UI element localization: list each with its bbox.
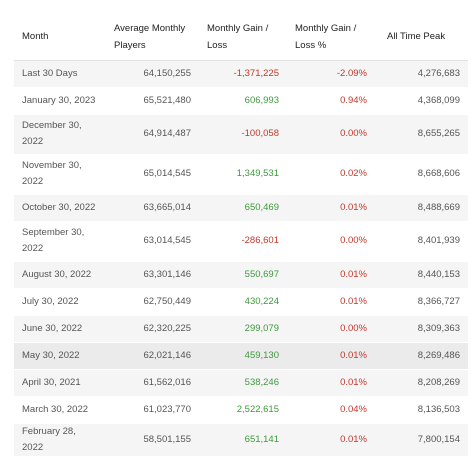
column-header-monthly-gain-loss: Monthly Gain / Loss [199,14,287,61]
table-row: October 30, 2022 63,665,014 650,469 0.01% 8,… [14,194,468,222]
month-cell: July 30, 2022 [14,288,106,316]
gain-loss-cell: 550,697 [199,261,287,289]
stats-page: Month Average Monthly Players Monthly Ga… [14,14,468,457]
table-row: June 30, 2022 62,320,225 299,079 0.00% 8,309… [14,315,468,344]
gain-loss-percent-cell: 0.01% [287,288,375,316]
all-time-peak-cell: 8,309,363 [375,315,468,344]
month-cell: August 30, 2022 [14,261,106,289]
table-row: Last 30 Days 64,150,255 -1,371,225 -2.09% 4,… [14,60,468,88]
gain-loss-cell: 430,224 [199,288,287,316]
month-cell: February 28, 2022 [14,423,106,457]
month-cell: October 30, 2022 [14,194,106,222]
average-players-cell: 61,023,770 [106,396,199,425]
gain-loss-cell: 299,079 [199,315,287,344]
gain-loss-cell: 651,141 [199,423,287,457]
table-row: November 30, 2022 65,014,545 1,349,531 0.02… [14,154,468,195]
all-time-peak-cell: 8,366,727 [375,288,468,316]
gain-loss-percent-cell: 0.00% [287,114,375,155]
gain-loss-cell: 606,993 [199,87,287,115]
all-time-peak-cell: 8,668,606 [375,154,468,195]
table-header-row: Month Average Monthly Players Monthly Ga… [14,14,468,61]
all-time-peak-cell: 8,440,153 [375,261,468,289]
all-time-peak-cell: 8,136,503 [375,396,468,425]
gain-loss-percent-cell: 0.01% [287,423,375,457]
average-players-cell: 64,914,487 [106,114,199,155]
column-header-month: Month [14,14,106,61]
table-body: Last 30 Days 64,150,255 -1,371,225 -2.09% 4,… [14,60,468,457]
gain-loss-percent-cell: -2.09% [287,60,375,88]
month-cell: Last 30 Days [14,60,106,88]
all-time-peak-cell: 8,269,486 [375,342,468,371]
gain-loss-cell: -1,371,225 [199,60,287,88]
month-cell: January 30, 2023 [14,87,106,115]
table-row: March 30, 2022 61,023,770 2,522,615 0.04% 8,… [14,396,468,425]
average-players-cell: 63,301,146 [106,261,199,289]
column-header-average-monthly-players: Average Monthly Players [106,14,199,61]
gain-loss-cell: 2,522,615 [199,396,287,425]
month-cell: June 30, 2022 [14,315,106,344]
table-row: December 30, 2022 64,914,487 -100,058 0.00%… [14,114,468,155]
average-players-cell: 65,014,545 [106,154,199,195]
month-cell: May 30, 2022 [14,342,106,371]
all-time-peak-cell: 4,276,683 [375,60,468,88]
gain-loss-percent-cell: 0.01% [287,369,375,398]
gain-loss-percent-cell: 0.01% [287,342,375,371]
gain-loss-cell: 650,469 [199,194,287,222]
all-time-peak-cell: 8,208,269 [375,369,468,398]
column-header-all-time-peak: All Time Peak [375,14,468,61]
table-row: February 28, 2022 58,501,155 651,141 0.01% 7… [14,423,468,457]
average-players-cell: 64,150,255 [106,60,199,88]
table-row: April 30, 2021 61,562,016 538,246 0.01% 8,20… [14,369,468,398]
gain-loss-cell: 538,246 [199,369,287,398]
all-time-peak-cell: 4,368,099 [375,87,468,115]
table-row: January 30, 2023 65,521,480 606,993 0.94% 4,… [14,87,468,115]
gain-loss-percent-cell: 0.02% [287,154,375,195]
average-players-cell: 62,320,225 [106,315,199,344]
all-time-peak-cell: 8,401,939 [375,221,468,262]
month-cell: November 30, 2022 [14,154,106,195]
average-players-cell: 62,021,146 [106,342,199,371]
table-row: May 30, 2022 62,021,146 459,130 0.01% 8,269,… [14,342,468,371]
column-header-monthly-gain-loss-percent: Monthly Gain / Loss % [287,14,375,61]
all-time-peak-cell: 7,800,154 [375,423,468,457]
gain-loss-cell: 1,349,531 [199,154,287,195]
gain-loss-percent-cell: 0.00% [287,315,375,344]
average-players-cell: 58,501,155 [106,423,199,457]
average-players-cell: 63,665,014 [106,194,199,222]
month-cell: March 30, 2022 [14,396,106,425]
gain-loss-percent-cell: 0.01% [287,194,375,222]
average-players-cell: 63,014,545 [106,221,199,262]
gain-loss-cell: 459,130 [199,342,287,371]
average-players-cell: 61,562,016 [106,369,199,398]
gain-loss-percent-cell: 0.00% [287,221,375,262]
gain-loss-cell: -100,058 [199,114,287,155]
month-cell: December 30, 2022 [14,114,106,155]
table-row: August 30, 2022 63,301,146 550,697 0.01% 8,4… [14,261,468,289]
gain-loss-percent-cell: 0.01% [287,261,375,289]
gain-loss-cell: -286,601 [199,221,287,262]
table-row: September 30, 2022 63,014,545 -286,601 0.00… [14,221,468,262]
all-time-peak-cell: 8,488,669 [375,194,468,222]
table-row: July 30, 2022 62,750,449 430,224 0.01% 8,366… [14,288,468,316]
monthly-players-table: Month Average Monthly Players Monthly Ga… [14,14,468,457]
average-players-cell: 62,750,449 [106,288,199,316]
average-players-cell: 65,521,480 [106,87,199,115]
month-cell: April 30, 2021 [14,369,106,398]
month-cell: September 30, 2022 [14,221,106,262]
gain-loss-percent-cell: 0.04% [287,396,375,425]
gain-loss-percent-cell: 0.94% [287,87,375,115]
all-time-peak-cell: 8,655,265 [375,114,468,155]
